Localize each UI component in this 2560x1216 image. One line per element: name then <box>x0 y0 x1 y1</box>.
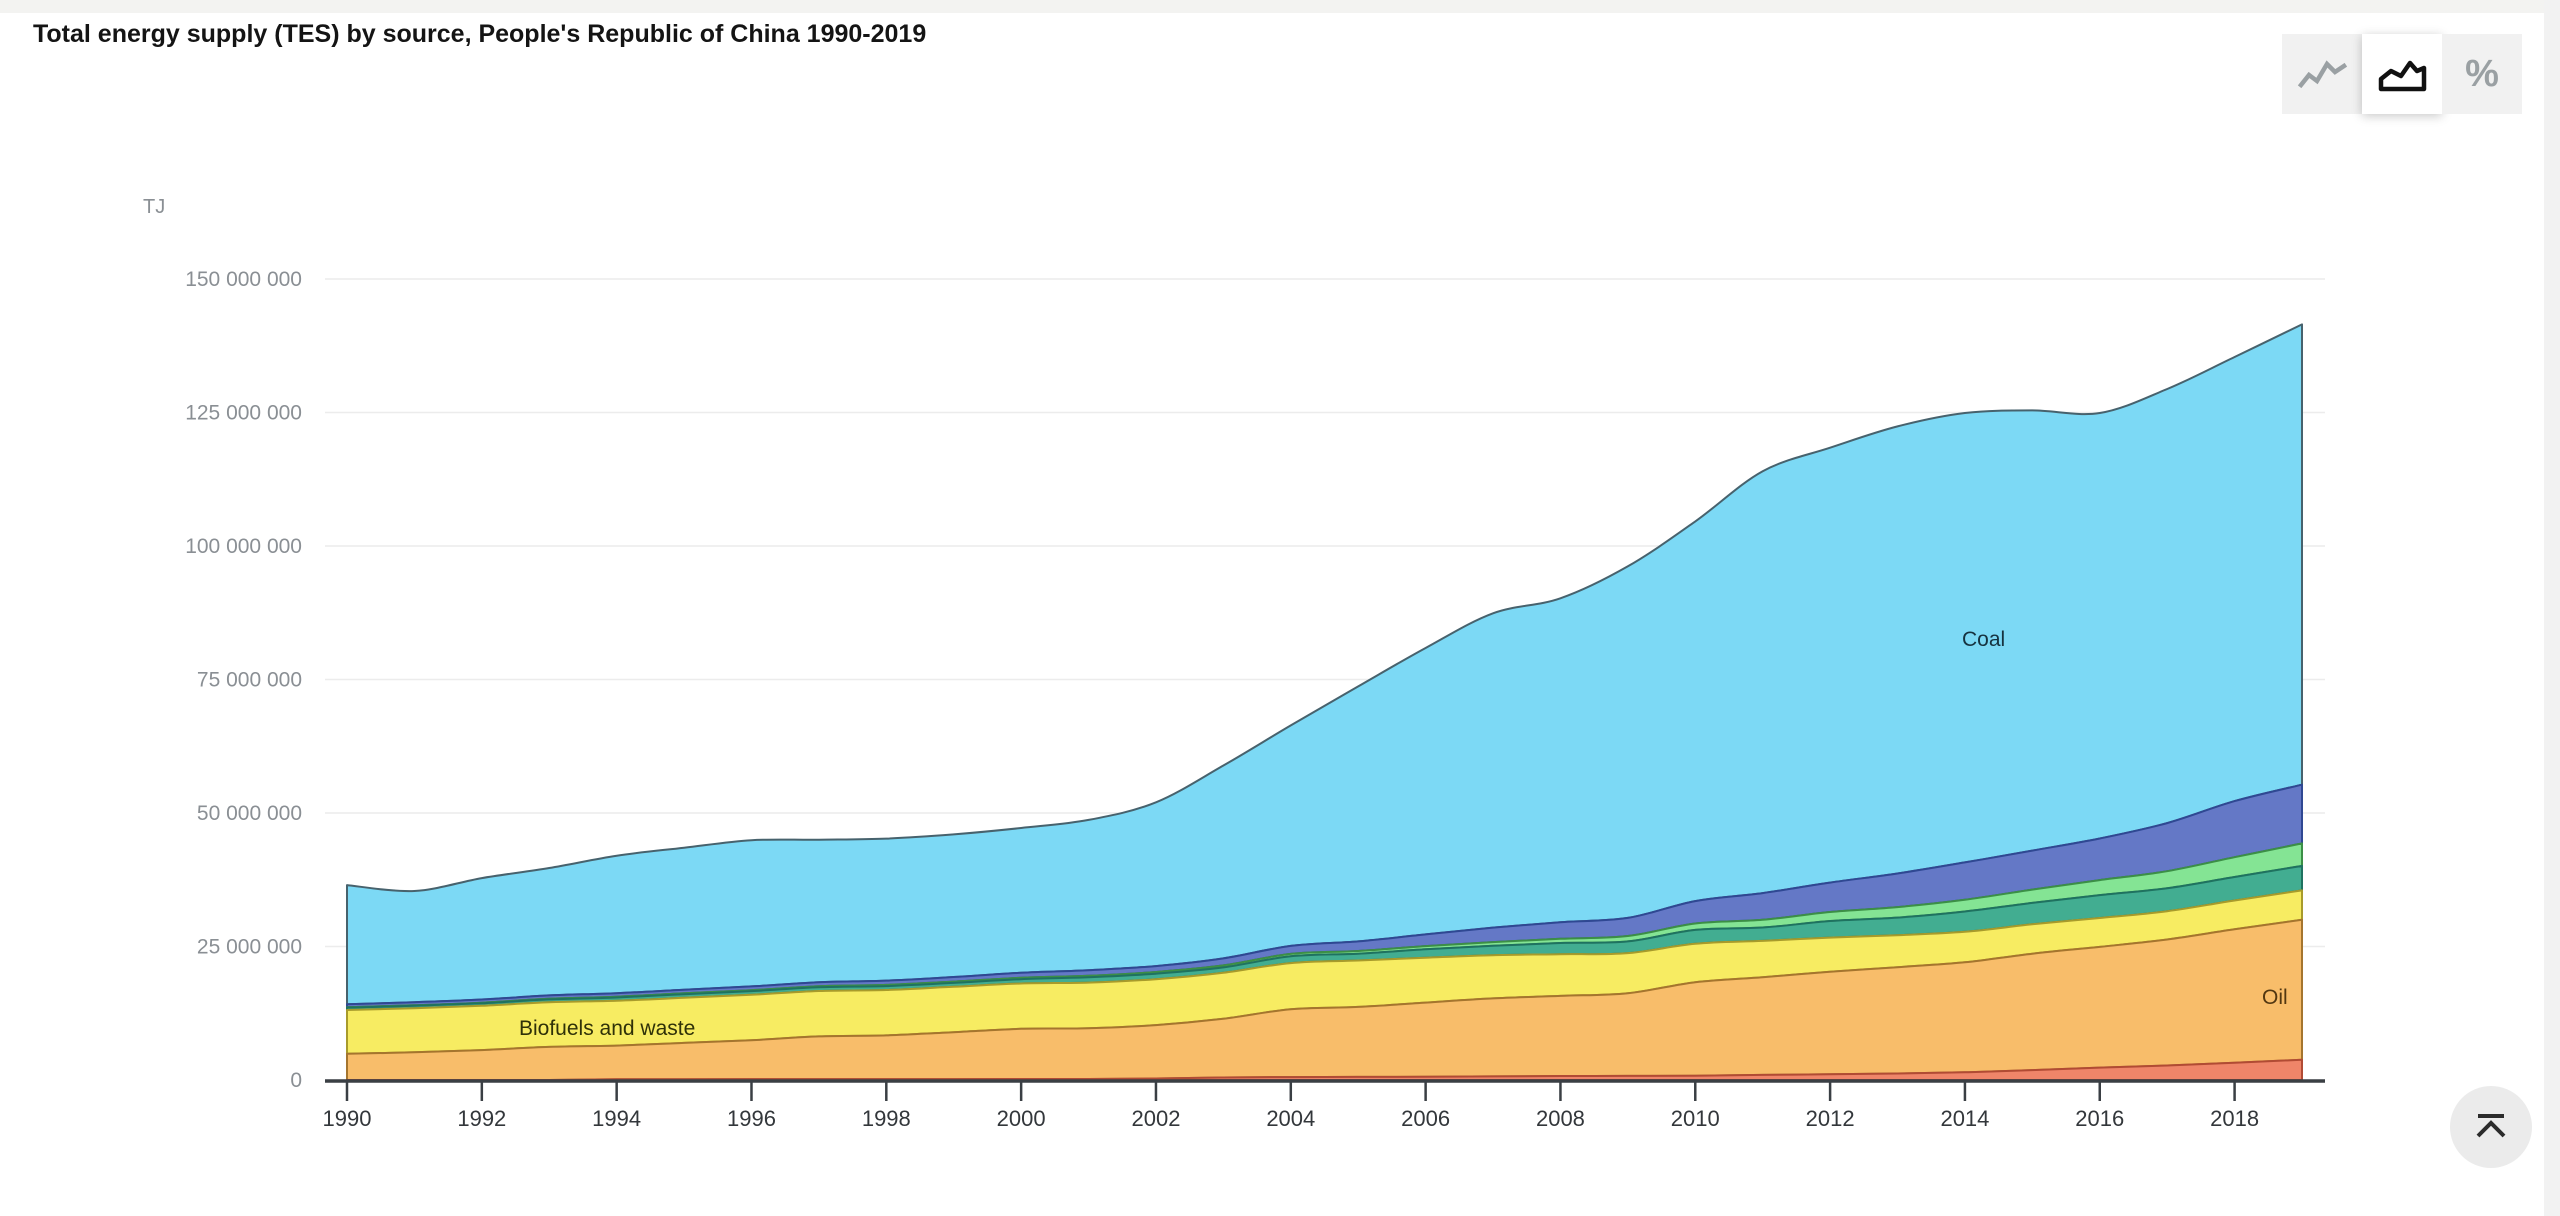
area-label-biofuels: Biofuels and waste <box>519 1017 696 1040</box>
line-chart-icon <box>2294 44 2350 105</box>
chart-title: Total energy supply (TES) by source, Peo… <box>33 20 927 48</box>
area-label-oil: Oil <box>2262 986 2288 1009</box>
y-axis-tick-label: 0 <box>290 1069 302 1092</box>
x-axis-tick-label: 2006 <box>1401 1106 1450 1131</box>
x-axis-tick-label: 2010 <box>1671 1106 1720 1131</box>
x-axis-tick-label: 1998 <box>862 1106 911 1131</box>
x-axis-tick-label: 2018 <box>2210 1106 2259 1131</box>
chart-type-toggle: % <box>2282 34 2522 114</box>
area-chart-icon <box>2374 44 2430 105</box>
x-axis-tick-label: 2016 <box>2075 1106 2124 1131</box>
scroll-to-top-icon <box>2469 1103 2513 1152</box>
percent-button[interactable]: % <box>2442 34 2522 114</box>
y-axis-tick-label: 150 000 000 <box>185 268 302 291</box>
y-axis-tick-label: 100 000 000 <box>185 535 302 558</box>
x-axis-tick-label: 2012 <box>1806 1106 1855 1131</box>
y-axis-tick-label: 50 000 000 <box>197 802 302 825</box>
y-axis-tick-label: 25 000 000 <box>197 936 302 959</box>
x-axis-tick-label: 1990 <box>323 1106 372 1131</box>
percent-icon: % <box>2465 52 2499 95</box>
y-axis-tick-label: 125 000 000 <box>185 402 302 425</box>
page-scrollbar[interactable] <box>2544 0 2560 1216</box>
x-axis-tick-label: 2000 <box>997 1106 1046 1131</box>
line-chart-button[interactable] <box>2282 34 2362 114</box>
x-axis-tick-label: 2002 <box>1131 1106 1180 1131</box>
y-axis-unit-label: TJ <box>143 196 165 218</box>
x-axis-tick-label: 1992 <box>457 1106 506 1131</box>
area-label-coal: Coal <box>1962 628 2006 651</box>
scroll-to-top-button[interactable] <box>2450 1086 2532 1168</box>
y-axis-tick-label: 75 000 000 <box>197 669 302 692</box>
x-axis-tick-label: 1996 <box>727 1106 776 1131</box>
x-axis-tick-label: 1994 <box>592 1106 641 1131</box>
x-axis-tick-label: 2004 <box>1266 1106 1315 1131</box>
area-chart-button[interactable] <box>2362 34 2442 114</box>
x-axis-tick-label: 2014 <box>1940 1106 1989 1131</box>
page-top-strip <box>0 0 2560 13</box>
x-axis-tick-label: 2008 <box>1536 1106 1585 1131</box>
